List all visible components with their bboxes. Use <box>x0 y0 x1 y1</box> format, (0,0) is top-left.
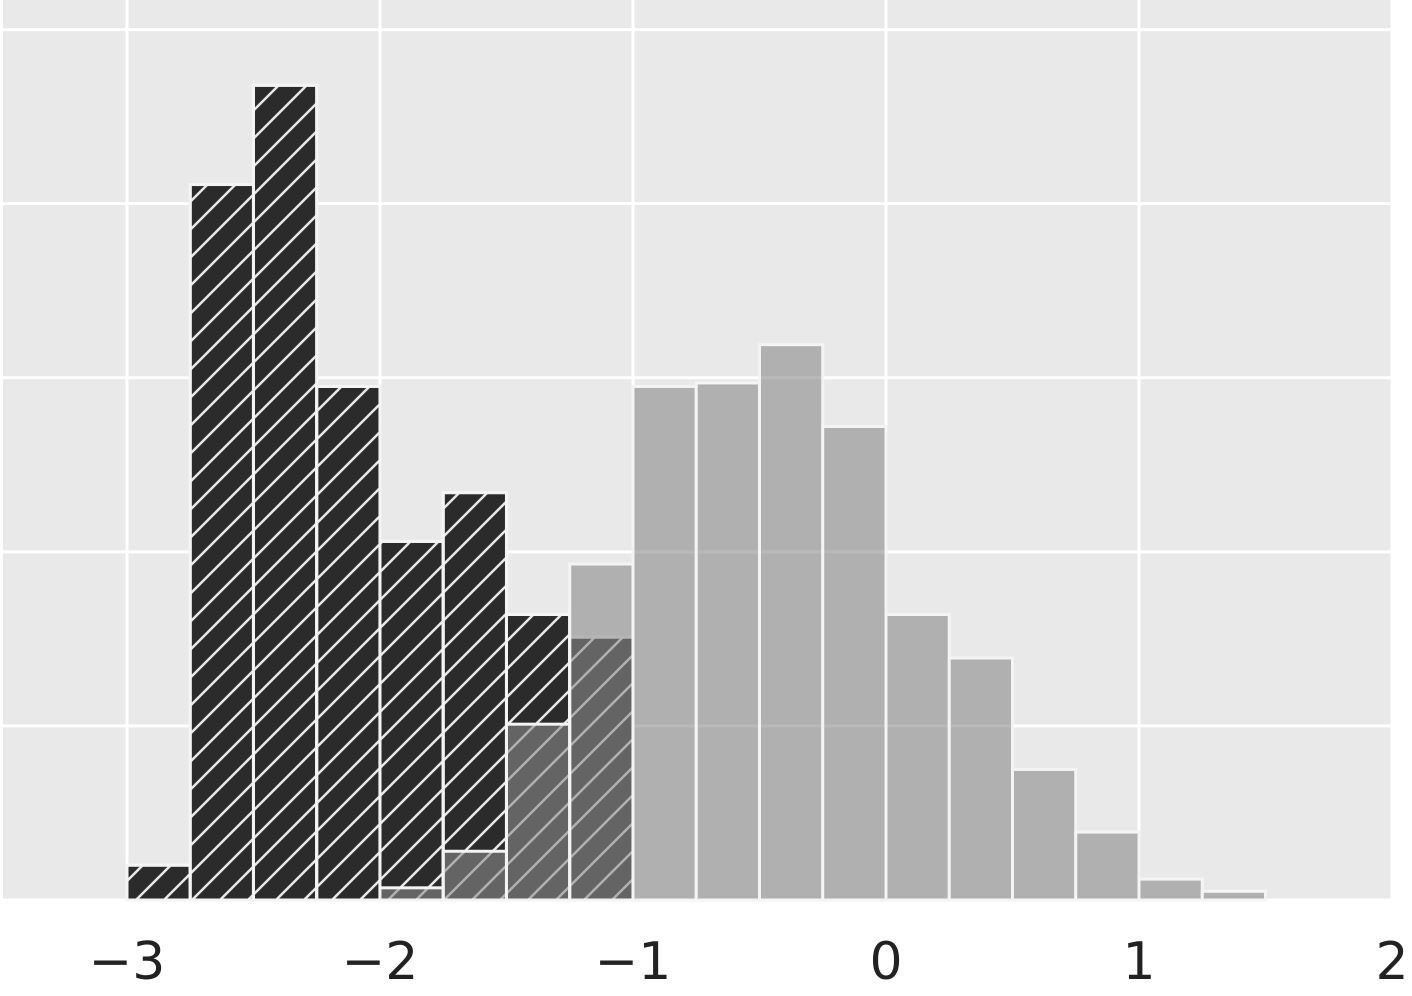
histogram-bar <box>631 384 698 902</box>
histogram-bar <box>821 424 888 902</box>
histogram-bar <box>947 656 1014 902</box>
histogram-bar <box>1010 767 1078 902</box>
bar-hatch <box>315 384 382 902</box>
x-tick-label: −3 <box>89 932 166 992</box>
x-tick-label: 0 <box>869 932 902 992</box>
bar-hatch <box>188 183 255 902</box>
histogram-bar <box>1200 889 1267 902</box>
x-tick-label: 2 <box>1375 932 1408 992</box>
histogram-bar <box>504 722 572 902</box>
x-tick-label: 1 <box>1122 932 1155 992</box>
bar-hatch <box>125 863 192 902</box>
histogram-bar <box>757 343 825 902</box>
histogram-bar <box>378 886 445 902</box>
histogram-bar <box>568 562 635 902</box>
histogram-bar <box>441 849 508 902</box>
histogram-bar <box>1137 877 1204 902</box>
bar-hatch <box>378 539 445 902</box>
bar-hatch <box>441 491 508 902</box>
x-tick-label: −2 <box>342 932 419 992</box>
histogram-bar <box>1074 830 1141 902</box>
histogram-bar <box>694 381 761 902</box>
bar-hatch <box>251 83 319 902</box>
histogram-bar <box>884 613 951 902</box>
x-tick-label: −1 <box>595 932 672 992</box>
